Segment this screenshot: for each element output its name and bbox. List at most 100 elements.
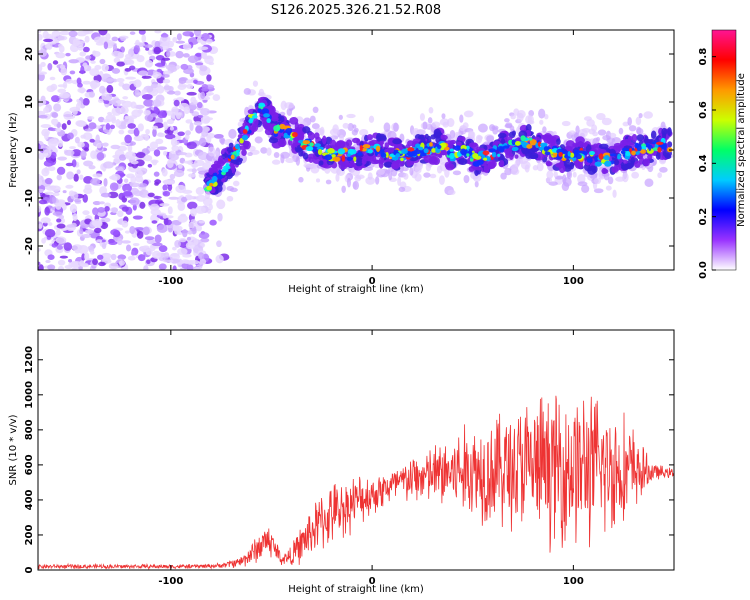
spectrogram-noise-blob	[156, 85, 165, 94]
spectrogram-noise-blob	[121, 100, 133, 108]
spectrogram-halo-blob	[568, 130, 576, 135]
spectrogram-band-blob	[497, 132, 507, 139]
snr-x-tick-label: 100	[563, 576, 584, 587]
spectrogram-halo-blob	[341, 185, 346, 193]
spectrogram-noise-blob	[154, 181, 159, 186]
spectrogram-noise-blob	[42, 30, 49, 39]
snr-y-tick-label: 200	[24, 524, 35, 545]
spectrogram-noise-blob	[89, 80, 101, 89]
spectrogram-halo-blob	[628, 125, 637, 132]
spectrogram-noise-blob	[95, 239, 103, 243]
spectrogram-noise-blob	[172, 265, 177, 270]
spectrogram-noise-blob	[141, 93, 153, 100]
spectrogram-noise-blob	[109, 175, 118, 180]
spectrogram-core-blob	[589, 151, 595, 156]
spectrogram-noise-blob	[167, 183, 173, 192]
spectrogram-noise-blob	[82, 97, 90, 106]
snr-y-tick-label: 800	[24, 419, 35, 440]
spectrogram-band-blob	[211, 163, 219, 169]
spectrogram-core-blob	[353, 156, 357, 162]
spectrogram-noise-blob	[137, 254, 146, 262]
spectrogram-noise-blob	[105, 93, 113, 101]
spectrogram-noise-blob	[77, 141, 85, 148]
spectrogram-core-blob	[251, 114, 258, 119]
spectrogram-noise-blob	[130, 250, 136, 256]
spectrogram-core-blob	[356, 152, 363, 156]
spectrogram-noise-blob	[132, 203, 137, 211]
spectrogram-noise-blob	[166, 119, 175, 125]
spectrogram-band-blob	[636, 134, 645, 142]
spectrogram-noise-blob	[145, 128, 150, 135]
spectrogram-noise-blob	[155, 138, 164, 145]
spectrogram-halo-blob	[486, 135, 495, 143]
spectrogram-noise-blob	[90, 60, 96, 64]
spectrogram-noise-blob	[97, 98, 104, 104]
spectrogram-halo-blob	[524, 164, 530, 173]
spectrogram-core-blob	[401, 148, 408, 154]
spectrogram-noise-blob	[171, 145, 180, 152]
spectrogram-band-blob	[348, 162, 357, 168]
spectrogram-band-blob	[630, 156, 635, 166]
spectrogram-halo-blob	[516, 112, 524, 122]
spectrogram-noise-blob	[69, 146, 76, 150]
spectrogram-noise-blob	[111, 68, 121, 74]
spectrogram-halo-blob	[398, 186, 406, 193]
spectrogram-noise-blob	[99, 186, 108, 195]
spectrogram-noise-blob	[161, 168, 168, 177]
spectrogram-noise-blob	[143, 109, 151, 116]
spectrogram-halo-blob	[429, 173, 437, 179]
spectrogram-noise-blob	[189, 122, 194, 132]
spectrogram-noise-blob	[44, 177, 53, 185]
spectrogram-halo-blob	[419, 113, 425, 121]
spectrogram-noise-blob	[182, 43, 192, 51]
spectrogram-halo-blob	[414, 166, 422, 174]
spectrogram-noise-blob	[92, 200, 101, 206]
spectrogram-halo-blob	[561, 181, 570, 192]
snr-y-tick-label: 600	[24, 454, 35, 475]
spectrogram-core-blob	[407, 151, 415, 157]
spectrogram-noise-blob	[139, 201, 146, 209]
spectrogram-noise-blob	[100, 252, 112, 260]
spectrogram-core-blob	[317, 148, 323, 156]
spectrogram-noise-blob	[153, 195, 162, 200]
spectrogram-core-blob	[235, 143, 240, 150]
spectrogram-noise-blob	[82, 46, 90, 53]
spectrogram-noise-blob	[121, 206, 129, 212]
spectrogram-band-blob	[511, 130, 516, 136]
spectrogram-noise-blob	[152, 71, 162, 79]
spectrogram-noise-blob	[154, 40, 161, 48]
spectrogram-noise-blob	[60, 67, 68, 76]
spectrogram-noise-blob	[109, 124, 115, 130]
spectrogram-noise-blob	[118, 124, 127, 130]
spectrogram-halo-blob	[266, 147, 272, 156]
spectrogram-halo-blob	[284, 102, 295, 109]
spectrogram-band-blob	[384, 142, 390, 149]
snr-x-tick-label: 0	[369, 576, 376, 587]
spectrogram-core-blob	[569, 152, 575, 158]
spectrogram-core-blob	[413, 149, 421, 155]
spectrogram-core-blob	[488, 148, 496, 153]
spectrogram-core-blob	[332, 156, 341, 162]
spectrogram-noise-blob	[76, 169, 81, 175]
spectrogram-noise-blob	[216, 240, 222, 248]
spectrogram-band-blob	[664, 154, 672, 160]
spectrogram-band-blob	[578, 142, 588, 148]
spectrogram-core-blob	[431, 148, 437, 153]
spectrogram-core-blob	[273, 125, 281, 132]
spectrogram-halo-blob	[247, 151, 253, 157]
spectrogram-noise-blob	[127, 144, 133, 152]
spectrogram-halo-blob	[591, 124, 598, 132]
spectrogram-halo-blob	[346, 177, 352, 188]
spectrogram-noise-blob	[195, 125, 203, 134]
spectrogram-halo-blob	[428, 107, 434, 114]
spectrogram-halo-blob	[446, 118, 455, 128]
spectrogram-band-blob	[371, 156, 377, 162]
spectrogram-core-blob	[206, 185, 213, 191]
spectrogram-halo-blob	[204, 189, 211, 200]
spectrogram-band-blob	[565, 140, 575, 149]
spectrogram-halo-blob	[644, 178, 654, 187]
spectrogram-noise-blob	[98, 30, 108, 36]
spectrogram-band-blob	[263, 121, 272, 130]
spectrogram-noise-blob	[55, 236, 67, 244]
